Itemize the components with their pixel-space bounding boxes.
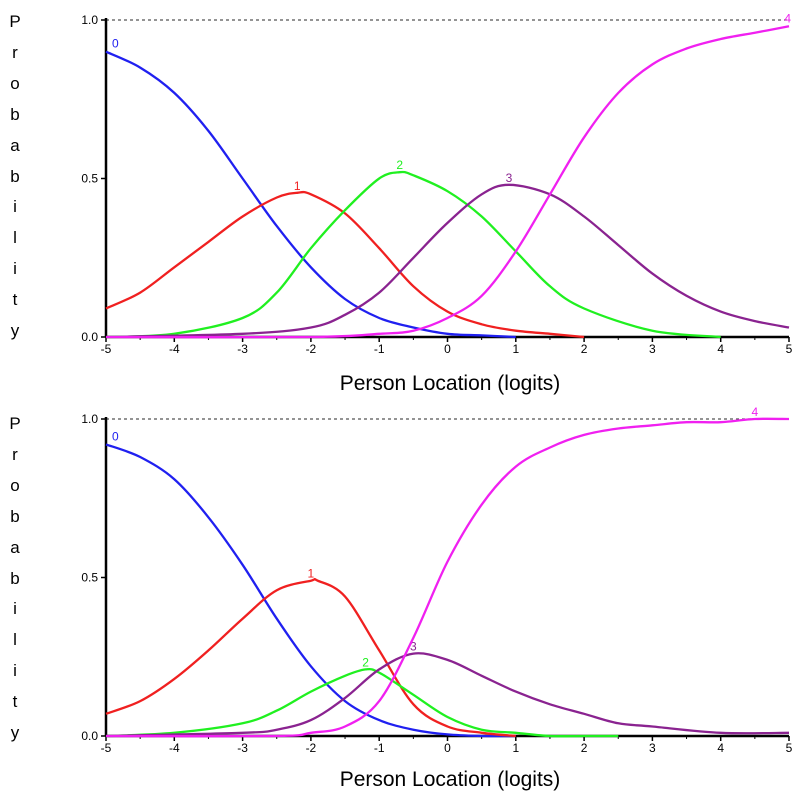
y-tick-label: 0.0 <box>81 330 98 344</box>
chart-plot-bottom: -5 -4 -3 -2 -1 0 1 2 3 4 5 0.0 0.5 1.0 0 1 2 3 4 <box>81 405 793 755</box>
series-label-3: 3 <box>410 640 417 654</box>
x-tick-label: -5 <box>101 741 112 755</box>
y-axis-label-letter: i <box>13 259 17 279</box>
y-axis-label-letter: P <box>9 414 21 433</box>
y-tick-label: 1.0 <box>81 412 98 426</box>
series-line-4 <box>105 417 790 738</box>
chart-plot-top: -5 -4 -3 -2 -1 0 1 2 3 4 5 0.0 0.5 1.0 0 1 2 3 4 <box>81 11 793 356</box>
x-tick-label: 5 <box>786 342 793 356</box>
y-axis-label-letter: r <box>12 444 18 464</box>
y-axis-label-letter: P <box>9 12 21 31</box>
y-tick-label: 1.0 <box>81 13 98 27</box>
x-tick-label: -5 <box>101 342 112 356</box>
series-line-1 <box>105 190 585 339</box>
y-axis-label-letter: t <box>12 692 18 712</box>
x-tick-label: 4 <box>717 342 724 356</box>
series-label-0: 0 <box>112 37 119 51</box>
y-axis-label-letter: t <box>12 290 18 310</box>
y-axis-label-letter: a <box>10 537 20 557</box>
x-tick-label: 1 <box>512 741 519 755</box>
y-tick-label: 0.0 <box>81 729 98 743</box>
x-tick-label: 3 <box>649 741 656 755</box>
series-label-2: 2 <box>396 158 403 172</box>
x-tick-label: -4 <box>169 741 180 755</box>
y-axis-label-letter: y <box>10 723 20 743</box>
x-tick-label: 4 <box>717 741 724 755</box>
x-axis-label: Person Location (logits) <box>339 372 561 395</box>
y-tick-label: 0.5 <box>81 571 98 585</box>
series-line-2 <box>105 170 721 339</box>
y-axis-label-letter: i <box>13 197 17 217</box>
y-axis-label-letter: l <box>13 228 17 248</box>
x-tick-label: -3 <box>237 741 248 755</box>
y-axis-label-letter: b <box>10 506 20 526</box>
y-axis-label-letter: y <box>10 321 20 341</box>
series-label-4: 4 <box>784 11 791 25</box>
series-line-2 <box>105 667 619 738</box>
x-tick-label: -3 <box>237 342 248 356</box>
x-tick-label: -2 <box>306 741 317 755</box>
series-line-4 <box>105 25 790 339</box>
x-tick-label: -2 <box>306 342 317 356</box>
y-axis-label-letter: i <box>13 599 17 619</box>
x-tick-label: 2 <box>581 741 588 755</box>
y-axis-label-letter: b <box>10 166 20 186</box>
series-label-1: 1 <box>294 179 301 193</box>
series-line-3 <box>105 652 790 738</box>
series-line-3 <box>105 183 790 339</box>
y-axis-label-letter: i <box>13 661 17 681</box>
x-tick-label: -1 <box>374 741 385 755</box>
y-axis-label-letter: b <box>10 568 20 588</box>
x-axis-label: Person Location (logits) <box>339 768 561 791</box>
y-axis-label-letter: o <box>10 475 20 495</box>
x-tick-label: -1 <box>374 342 385 356</box>
y-axis-label-letter: a <box>10 135 20 155</box>
series-label-1: 1 <box>308 567 315 581</box>
series-line-0 <box>105 50 516 339</box>
x-tick-label: 0 <box>444 342 451 356</box>
y-axis-label-letter: o <box>10 73 20 93</box>
x-tick-label: 0 <box>444 741 451 755</box>
x-tick-label: -4 <box>169 342 180 356</box>
x-tick-label: 2 <box>581 342 588 356</box>
series-label-3: 3 <box>506 171 513 185</box>
x-tick-label: 3 <box>649 342 656 356</box>
series-line-0 <box>105 443 516 738</box>
series-line-1 <box>105 577 516 738</box>
y-tick-label: 0.5 <box>81 172 98 186</box>
x-tick-label: 5 <box>786 741 793 755</box>
y-axis-label-letter: r <box>12 42 18 62</box>
series-label-2: 2 <box>362 655 369 669</box>
x-tick-label: 1 <box>512 342 519 356</box>
y-axis-label-letter: l <box>13 630 17 650</box>
series-label-0: 0 <box>112 429 119 443</box>
series-label-4: 4 <box>752 405 759 419</box>
y-axis-label-letter: b <box>10 104 20 124</box>
